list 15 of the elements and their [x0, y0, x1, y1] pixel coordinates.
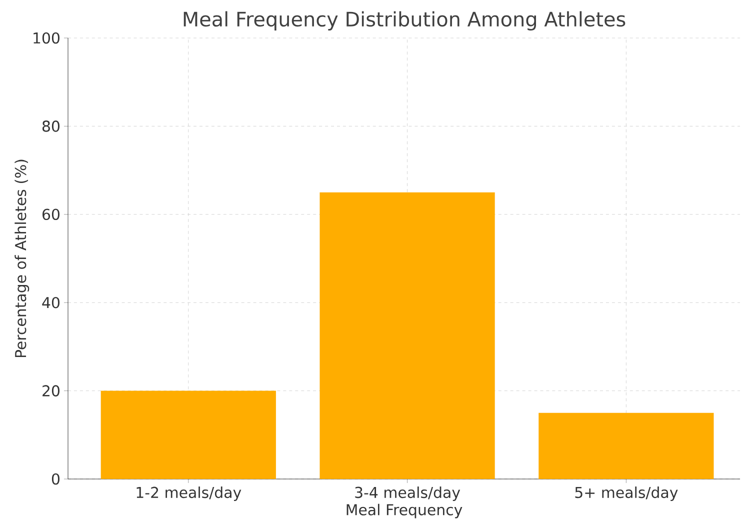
- x-tick-label: 3-4 meals/day: [355, 486, 460, 501]
- x-axis-title: Meal Frequency: [346, 504, 462, 518]
- y-tick-label: 20: [42, 385, 60, 396]
- x-tick-label: 5+ meals/day: [575, 486, 678, 501]
- chart-title: Meal Frequency Distribution Among Athletes: [184, 11, 626, 30]
- y-tick-label: 40: [42, 296, 60, 308]
- y-tick-label: 60: [42, 208, 60, 220]
- y-tick-label: 0: [52, 473, 60, 485]
- y-tick-label: 100: [34, 32, 60, 44]
- bar: [100, 390, 276, 479]
- bar: [320, 192, 495, 479]
- bar: [538, 412, 714, 479]
- y-axis-title: Percentage of Athletes (%): [14, 160, 30, 358]
- y-tick-label: 80: [42, 120, 60, 132]
- x-tick-label: 1-2 meals/day: [136, 486, 242, 501]
